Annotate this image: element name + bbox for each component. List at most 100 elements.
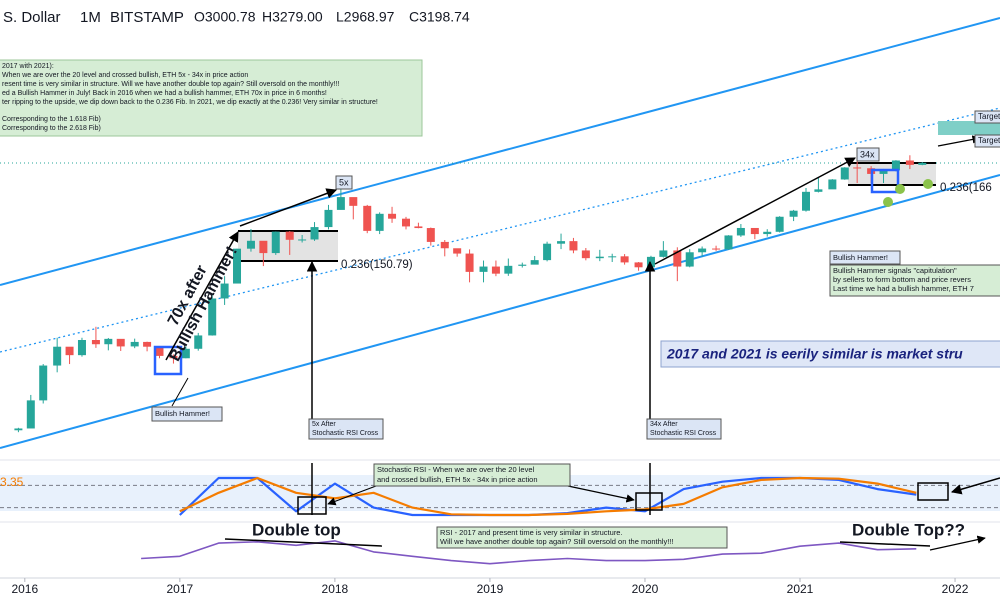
cross-label: Stochastic RSI Cross bbox=[650, 430, 717, 437]
candle-body bbox=[673, 250, 682, 267]
hammer-label: Bullish Hammer! bbox=[155, 409, 210, 418]
target-zone bbox=[938, 121, 1000, 135]
x-tick-label: 2016 bbox=[11, 582, 38, 596]
cross-box bbox=[297, 496, 327, 515]
note-box bbox=[0, 59, 423, 137]
note-line: Corresponding to the 1.618 Fib) bbox=[2, 116, 101, 123]
candle-body bbox=[557, 241, 566, 244]
candle-body bbox=[763, 231, 772, 235]
x-tick-label: 2019 bbox=[477, 582, 504, 596]
candle-body bbox=[440, 241, 449, 249]
arrow bbox=[239, 188, 337, 227]
note-line: ter ripping to the upside, we dip down b… bbox=[2, 99, 378, 106]
hammer-box bbox=[153, 345, 183, 376]
rsi-note: Will we have another double top again? S… bbox=[440, 537, 673, 546]
candle-body bbox=[634, 262, 643, 268]
candle-body bbox=[712, 248, 721, 250]
cross-label: 34x After bbox=[650, 421, 678, 428]
arrow bbox=[567, 485, 635, 503]
marker-dot bbox=[923, 179, 933, 189]
marker-dot bbox=[883, 197, 893, 207]
candle-body bbox=[724, 235, 733, 250]
candle-body bbox=[659, 250, 668, 257]
x-tick-label: 2020 bbox=[632, 582, 659, 596]
x-tick-label: 2017 bbox=[166, 582, 193, 596]
candle-body bbox=[116, 338, 125, 347]
candle-body bbox=[608, 256, 617, 258]
candle-body bbox=[789, 210, 798, 217]
candle-body bbox=[814, 189, 823, 192]
ohlc-high: H3279.00 bbox=[262, 9, 323, 25]
rsi-line bbox=[141, 540, 917, 565]
interval: 1M bbox=[80, 9, 101, 26]
candle-body bbox=[375, 213, 384, 231]
candle-body bbox=[194, 335, 203, 349]
candle-body bbox=[349, 197, 358, 206]
label-box bbox=[829, 250, 901, 265]
cross-box bbox=[635, 492, 663, 511]
label-box bbox=[335, 175, 353, 190]
candle-body bbox=[39, 365, 48, 401]
x-tick-label: 2022 bbox=[942, 582, 969, 596]
fib-label: 0.236(166 bbox=[940, 182, 992, 194]
candle-body bbox=[143, 341, 152, 347]
candle-body bbox=[298, 239, 307, 241]
cross-label: 5x After bbox=[312, 421, 336, 428]
candle-body bbox=[879, 170, 888, 174]
candle-body bbox=[169, 355, 178, 359]
note-box bbox=[829, 264, 1000, 297]
multiplier-label: 5x bbox=[339, 177, 349, 187]
candle-body bbox=[905, 160, 914, 165]
hammer-note: Last time we had a bullish hammer, ETH 7 bbox=[833, 284, 974, 293]
candle-body bbox=[77, 340, 86, 356]
channel-upper bbox=[0, 17, 1000, 286]
candle-body bbox=[65, 346, 74, 356]
arrow bbox=[929, 535, 986, 551]
candle-body bbox=[426, 228, 435, 242]
cross-label: Stochastic RSI Cross bbox=[312, 430, 379, 437]
candle-body bbox=[310, 227, 319, 240]
note-box bbox=[436, 526, 728, 549]
candle-body bbox=[453, 248, 462, 254]
candle-body bbox=[14, 428, 23, 431]
stoch-line bbox=[179, 476, 917, 517]
candle-body bbox=[414, 226, 423, 229]
candle-body bbox=[388, 213, 397, 219]
arrow bbox=[654, 157, 856, 265]
multiplier-label: 34x bbox=[860, 149, 875, 159]
double-top: Double Top?? bbox=[852, 520, 965, 539]
candle-body bbox=[750, 227, 759, 235]
candle-body bbox=[271, 231, 280, 254]
target-label: Target bbox=[978, 112, 1000, 121]
channel-mid bbox=[0, 107, 1000, 353]
candle-body bbox=[543, 243, 552, 261]
label-box bbox=[660, 340, 1000, 368]
drawings-front bbox=[153, 121, 1000, 551]
candle-body bbox=[569, 241, 578, 251]
candle-body bbox=[530, 260, 539, 265]
label-box bbox=[308, 418, 384, 440]
stoch-value: 3.35 bbox=[0, 475, 24, 489]
connector bbox=[171, 377, 189, 407]
stoch-note: and crossed bullish, ETH 5x - 34x in pri… bbox=[377, 475, 538, 484]
candle-body bbox=[104, 338, 113, 345]
channel-lower bbox=[0, 174, 1000, 449]
candle-body bbox=[698, 248, 707, 253]
target-label: Target bbox=[978, 136, 1000, 145]
candle-body bbox=[685, 252, 694, 267]
candle-body bbox=[491, 266, 500, 274]
double-top-line bbox=[224, 538, 383, 547]
note-line: ed a Bullish Hammer in July! Back in 201… bbox=[2, 90, 327, 97]
candle-body bbox=[595, 256, 604, 259]
stoch-note: Stochastic RSI - When we are over the 20… bbox=[377, 465, 534, 474]
candle-body bbox=[646, 256, 655, 268]
text-layer: S. Dollar 1M BITSTAMP O3000.78 H3279.00 … bbox=[0, 9, 1000, 596]
candle-body bbox=[285, 231, 294, 240]
candle-body bbox=[840, 167, 849, 180]
note-line: Corresponding to the 2.618 Fib) bbox=[2, 125, 101, 132]
candle-body bbox=[891, 160, 900, 171]
label-box bbox=[646, 418, 722, 440]
ohlc-low: L2968.97 bbox=[336, 9, 395, 25]
arrow bbox=[950, 477, 1000, 495]
candle-body bbox=[402, 218, 410, 227]
